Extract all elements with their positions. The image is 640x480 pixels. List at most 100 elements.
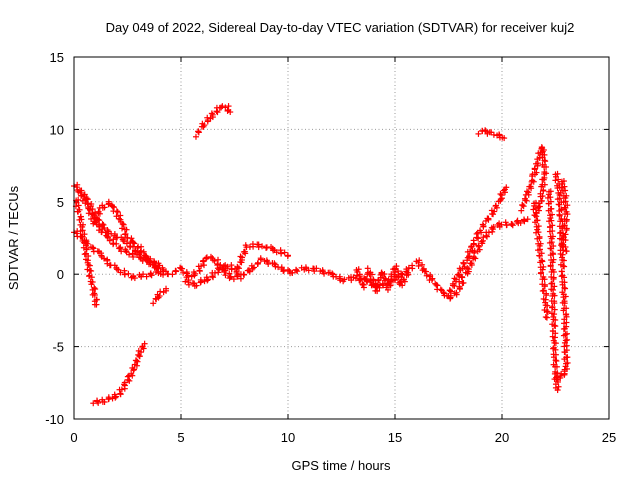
data-point <box>485 215 492 222</box>
x-tick-label: 0 <box>70 430 77 445</box>
data-point <box>535 223 542 230</box>
data-point <box>115 215 122 222</box>
data-point <box>85 261 92 268</box>
data-point <box>224 263 231 270</box>
data-point <box>200 262 207 269</box>
data-point <box>201 278 208 285</box>
data-point <box>101 225 108 232</box>
data-point <box>285 266 292 273</box>
data-point <box>538 269 545 276</box>
data-point <box>546 228 553 235</box>
data-point <box>265 260 272 267</box>
data-point <box>560 332 567 339</box>
data-point <box>104 233 111 240</box>
data-point <box>219 103 226 110</box>
data-point <box>456 283 463 290</box>
data-point <box>222 104 229 111</box>
data-point <box>448 288 455 295</box>
data-point <box>456 278 463 285</box>
data-point <box>540 263 547 270</box>
data-point <box>381 271 388 278</box>
data-point <box>532 205 539 212</box>
data-point <box>117 269 124 276</box>
data-point <box>131 240 138 247</box>
data-point <box>561 300 568 307</box>
data-point <box>552 357 559 364</box>
data-point <box>561 222 568 229</box>
data-point <box>551 322 558 329</box>
data-point <box>551 283 558 290</box>
data-point <box>195 128 202 135</box>
data-point <box>257 255 264 262</box>
data-point <box>289 269 296 276</box>
x-ticks: 0 5 10 15 20 25 <box>70 57 616 445</box>
data-point <box>156 262 163 269</box>
data-point <box>95 216 102 223</box>
y-ticks: -10 -5 0 5 10 15 <box>45 50 609 427</box>
data-point <box>352 275 359 282</box>
data-point <box>130 253 137 260</box>
x-tick-label: 15 <box>388 430 402 445</box>
data-point <box>302 264 309 271</box>
data-point <box>118 386 125 393</box>
data-point <box>233 269 240 276</box>
data-point <box>534 235 541 242</box>
data-point <box>337 277 344 284</box>
data-point <box>561 325 568 332</box>
data-point <box>562 293 569 300</box>
chart-title: Day 049 of 2022, Sidereal Day-to-day VTE… <box>106 20 575 35</box>
data-point <box>470 237 477 244</box>
data-point <box>201 122 208 129</box>
data-point <box>101 399 108 406</box>
data-point <box>554 387 561 394</box>
data-point <box>278 250 285 257</box>
data-point <box>446 287 453 294</box>
data-point <box>374 288 381 295</box>
data-point <box>211 257 218 264</box>
data-point <box>293 267 300 274</box>
data-point <box>476 227 483 234</box>
data-point <box>204 276 211 283</box>
data-point <box>460 260 467 267</box>
data-point <box>125 270 132 277</box>
data-point <box>428 276 435 283</box>
data-point <box>542 314 549 321</box>
data-point <box>561 183 568 190</box>
data-point <box>150 300 157 307</box>
data-point <box>356 271 363 278</box>
data-point <box>364 265 371 272</box>
data-point <box>119 220 126 227</box>
grid <box>74 57 609 419</box>
data-point <box>454 271 461 278</box>
data-point <box>490 211 497 218</box>
data-point <box>178 265 185 272</box>
data-point <box>560 247 567 254</box>
data-point <box>538 183 545 190</box>
data-point <box>561 263 568 270</box>
data-point <box>356 277 363 284</box>
data-point <box>117 391 124 398</box>
data-point <box>221 269 228 276</box>
data-point <box>172 267 179 274</box>
data-point <box>378 270 385 277</box>
data-point <box>458 273 465 280</box>
data-point <box>79 227 86 234</box>
data-point <box>475 243 482 250</box>
data-point <box>550 275 557 282</box>
data-point <box>105 198 112 205</box>
data-point <box>533 160 540 167</box>
data-point <box>517 219 524 226</box>
data-point <box>137 254 144 261</box>
data-point <box>563 226 570 233</box>
data-point <box>390 277 397 284</box>
data-point <box>460 279 467 286</box>
data-point <box>542 158 549 165</box>
data-point <box>449 280 456 287</box>
data-point <box>545 207 552 214</box>
data-point <box>285 252 291 259</box>
data-point <box>210 274 217 281</box>
data-point <box>562 211 569 218</box>
data-point <box>553 363 560 370</box>
data-point <box>240 248 247 255</box>
